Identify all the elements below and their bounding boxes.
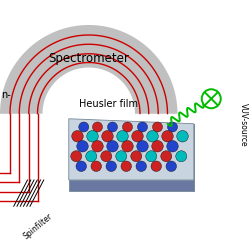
Circle shape bbox=[162, 130, 173, 142]
Circle shape bbox=[77, 140, 88, 152]
Text: Spinfilter: Spinfilter bbox=[21, 211, 54, 241]
Circle shape bbox=[86, 151, 97, 162]
Circle shape bbox=[71, 151, 82, 162]
Circle shape bbox=[176, 151, 187, 162]
Circle shape bbox=[101, 151, 112, 162]
Circle shape bbox=[76, 161, 86, 172]
Circle shape bbox=[152, 140, 163, 152]
Circle shape bbox=[132, 130, 143, 142]
Circle shape bbox=[91, 161, 102, 172]
Circle shape bbox=[202, 89, 221, 108]
Circle shape bbox=[107, 140, 118, 152]
Circle shape bbox=[151, 161, 162, 172]
Circle shape bbox=[166, 161, 176, 172]
Circle shape bbox=[147, 130, 158, 142]
Circle shape bbox=[152, 122, 162, 132]
Text: n-: n- bbox=[1, 90, 11, 100]
Circle shape bbox=[92, 122, 102, 132]
Polygon shape bbox=[69, 119, 194, 180]
Circle shape bbox=[108, 122, 118, 132]
Circle shape bbox=[121, 161, 132, 172]
Circle shape bbox=[122, 140, 133, 152]
Circle shape bbox=[137, 140, 148, 152]
Circle shape bbox=[177, 130, 188, 142]
Circle shape bbox=[138, 122, 147, 132]
Text: Heusler film: Heusler film bbox=[79, 99, 138, 109]
Circle shape bbox=[72, 130, 83, 142]
Circle shape bbox=[87, 130, 98, 142]
Circle shape bbox=[131, 151, 142, 162]
Circle shape bbox=[92, 140, 103, 152]
Circle shape bbox=[167, 140, 178, 152]
Text: Spectrometer: Spectrometer bbox=[48, 52, 129, 65]
Circle shape bbox=[161, 151, 172, 162]
Circle shape bbox=[146, 151, 157, 162]
Circle shape bbox=[102, 130, 113, 142]
Circle shape bbox=[136, 161, 146, 172]
Text: VUV-source: VUV-source bbox=[239, 103, 248, 147]
Circle shape bbox=[117, 130, 128, 142]
Circle shape bbox=[79, 122, 89, 132]
Polygon shape bbox=[69, 180, 194, 191]
Circle shape bbox=[116, 151, 127, 162]
Circle shape bbox=[106, 161, 117, 172]
Polygon shape bbox=[0, 25, 178, 114]
Circle shape bbox=[168, 122, 177, 132]
Circle shape bbox=[122, 122, 132, 132]
